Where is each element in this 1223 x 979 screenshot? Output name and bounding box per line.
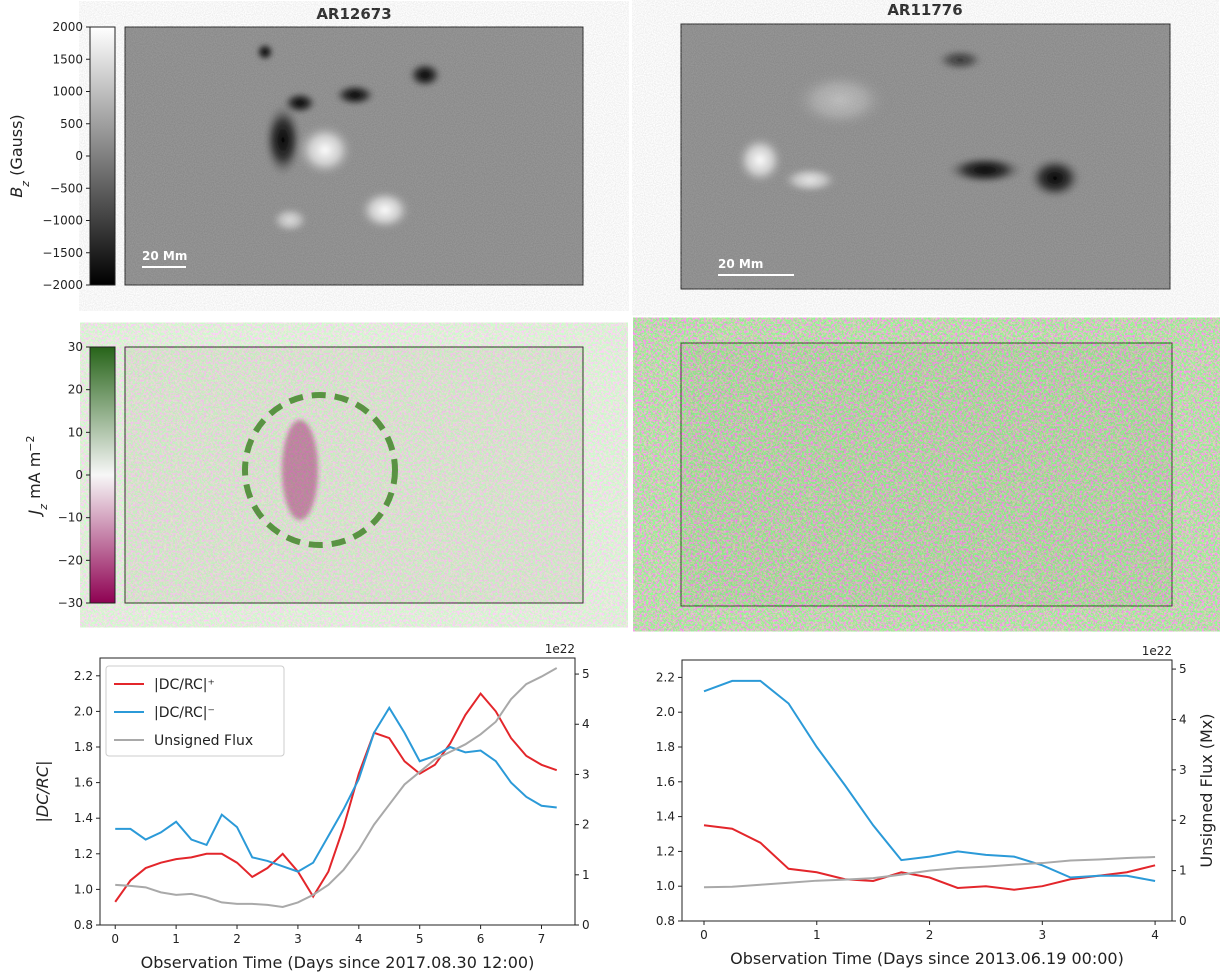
x-tick-label: 4	[355, 932, 363, 946]
y-axis-label: |DC/RC|	[33, 761, 52, 823]
series-line	[114, 691, 558, 903]
y-tick-label: 1.0	[656, 879, 675, 893]
x-tick-label: 3	[1038, 928, 1046, 942]
y2-tick-label: 1	[1179, 864, 1187, 878]
y2-axis-label: Unsigned Flux (Mx)	[1197, 713, 1216, 867]
y2-tick-label: 1	[582, 868, 590, 882]
series-line	[115, 705, 557, 873]
x-tick-label: 1	[813, 928, 821, 942]
legend-label: |DC/RC|⁻	[154, 705, 215, 721]
colorbar-tick-label: −10	[58, 511, 83, 525]
plot-area	[681, 659, 1173, 922]
colorbar-tick-label: 30	[68, 340, 83, 354]
series-line	[703, 824, 1156, 891]
y2-tick-label: 2	[582, 818, 590, 832]
colorbar-tick-label: 2000	[52, 20, 83, 34]
magnetogram	[124, 26, 584, 286]
x-tick-label: 4	[1151, 928, 1159, 942]
y2-tick-label: 5	[1179, 662, 1187, 676]
x-tick-label: 1	[172, 932, 180, 946]
y-tick-label: 1.6	[656, 775, 675, 789]
y2-tick-label: 0	[582, 918, 590, 932]
column-title: AR11776	[887, 1, 962, 19]
colorbar-tick-label: −1000	[42, 214, 83, 228]
magnetogram	[680, 23, 1171, 290]
label-part: z	[37, 504, 50, 511]
current-map	[680, 342, 1173, 607]
colorbar-tick-label: 10	[68, 425, 83, 439]
x-tick-label: 2	[233, 932, 241, 946]
colorbar-tick-label: −30	[58, 596, 83, 610]
x-tick-label: 0	[700, 928, 708, 942]
x-tick-label: 6	[477, 932, 485, 946]
colorbar-tick-label: −2000	[42, 278, 83, 292]
y-tick-label: 2.2	[656, 670, 675, 684]
y-tick-label: 0.8	[656, 914, 675, 928]
label-part: J	[25, 510, 44, 518]
y-tick-label: 1.4	[656, 810, 675, 824]
y-tick-label: 1.8	[74, 740, 93, 754]
scale-bar-label: 20 Mm	[718, 257, 763, 271]
y2-tick-label: 4	[1179, 712, 1187, 726]
y-tick-label: 2.0	[656, 705, 675, 719]
y-tick-label: 1.4	[74, 811, 93, 825]
x-axis-label: Observation Time (Days since 2013.06.19 …	[730, 949, 1124, 968]
x-tick-label: 3	[294, 932, 302, 946]
y-tick-label: 1.2	[656, 844, 675, 858]
colorbar	[89, 346, 116, 604]
axis-offset-label: 1e22	[1142, 644, 1172, 658]
y2-tick-label: 3	[1179, 763, 1187, 777]
colorbar-label: Jz mA m−2	[24, 435, 50, 517]
current-map	[124, 346, 584, 604]
y2-tick-label: 2	[1179, 813, 1187, 827]
y2-tick-label: 5	[582, 667, 590, 681]
scale-bar-label: 20 Mm	[142, 249, 187, 263]
series-line	[703, 679, 1156, 882]
colorbar-tick-label: 20	[68, 383, 83, 397]
x-tick-label: 2	[926, 928, 934, 942]
series-line	[703, 856, 1156, 889]
x-tick-label: 0	[111, 932, 119, 946]
colorbar-tick-label: 0	[75, 149, 83, 163]
label-part: (Gauss)	[7, 114, 26, 181]
x-tick-label: 7	[538, 932, 546, 946]
colorbar-tick-label: 1500	[52, 52, 83, 66]
y-tick-label: 2.2	[74, 669, 93, 683]
legend-label: Unsigned Flux	[154, 733, 253, 749]
y-tick-label: 1.8	[656, 740, 675, 754]
column-title: AR12673	[316, 5, 391, 23]
legend-label: |DC/RC|⁺	[154, 677, 215, 693]
colorbar-tick-label: −500	[50, 181, 83, 195]
y2-tick-label: 3	[582, 767, 590, 781]
y-tick-label: 2.0	[74, 704, 93, 718]
y2-tick-label: 4	[582, 717, 590, 731]
colorbar-tick-label: 0	[75, 468, 83, 482]
label-part: mA m	[25, 452, 44, 504]
x-tick-label: 5	[416, 932, 424, 946]
y-tick-label: 0.8	[74, 918, 93, 932]
y2-tick-label: 0	[1179, 914, 1187, 928]
label-part: z	[19, 181, 32, 188]
colorbar-tick-label: −1500	[42, 246, 83, 260]
legend-box	[105, 665, 285, 757]
colorbar-tick-label: 500	[60, 117, 83, 131]
colorbar-tick-label: −20	[58, 553, 83, 567]
colorbar-label: Bz (Gauss)	[7, 114, 32, 197]
label-part: −2	[24, 435, 37, 451]
y-tick-label: 1.2	[74, 847, 93, 861]
axis-offset-label: 1e22	[545, 642, 575, 656]
y-tick-label: 1.0	[74, 882, 93, 896]
x-axis-label: Observation Time (Days since 2017.08.30 …	[141, 953, 535, 972]
y-tick-label: 1.6	[74, 776, 93, 790]
colorbar	[89, 26, 116, 286]
series-line	[115, 667, 558, 908]
label-part: B	[7, 187, 26, 198]
colorbar-tick-label: 1000	[52, 85, 83, 99]
